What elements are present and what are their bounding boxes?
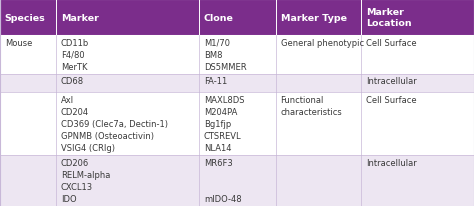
Text: Species: Species — [5, 14, 46, 22]
Text: Cell Surface: Cell Surface — [366, 95, 417, 104]
Text: Clone: Clone — [204, 14, 234, 22]
Text: Axl
CD204
CD369 (Clec7a, Dectin-1)
GPNMB (Osteoactivin)
VSIG4 (CRIg): Axl CD204 CD369 (Clec7a, Dectin-1) GPNMB… — [61, 95, 168, 152]
Text: Functional
characteristics: Functional characteristics — [281, 95, 342, 116]
Text: Marker
Location: Marker Location — [366, 8, 411, 28]
Text: MAXL8DS
M204PA
Bg1fjp
CTSREVL
NLA14: MAXL8DS M204PA Bg1fjp CTSREVL NLA14 — [204, 95, 244, 152]
Text: CD206
RELM-alpha
CXCL13
IDO
Arginase: CD206 RELM-alpha CXCL13 IDO Arginase — [61, 158, 110, 206]
Text: Marker: Marker — [61, 14, 99, 22]
Bar — [0, 36, 474, 74]
Bar — [0, 93, 474, 156]
Text: CD11b
F4/80
MerTK: CD11b F4/80 MerTK — [61, 39, 89, 72]
Bar — [0, 156, 474, 206]
Text: M1/70
BM8
DS5MMER: M1/70 BM8 DS5MMER — [204, 39, 246, 72]
Text: Intracellular: Intracellular — [366, 77, 417, 85]
Bar — [0, 74, 474, 93]
Text: CD68: CD68 — [61, 77, 84, 85]
Text: Cell Surface: Cell Surface — [366, 39, 417, 47]
Text: General phenotypic: General phenotypic — [281, 39, 364, 47]
Text: Marker Type: Marker Type — [281, 14, 346, 22]
Text: MR6F3


mIDO-48
A1exF5: MR6F3 mIDO-48 A1exF5 — [204, 158, 241, 206]
Text: Mouse: Mouse — [5, 39, 32, 47]
Text: Intracellular: Intracellular — [366, 158, 417, 167]
Bar — [0, 0, 474, 36]
Text: FA-11: FA-11 — [204, 77, 227, 85]
Bar — [0, 0, 474, 36]
